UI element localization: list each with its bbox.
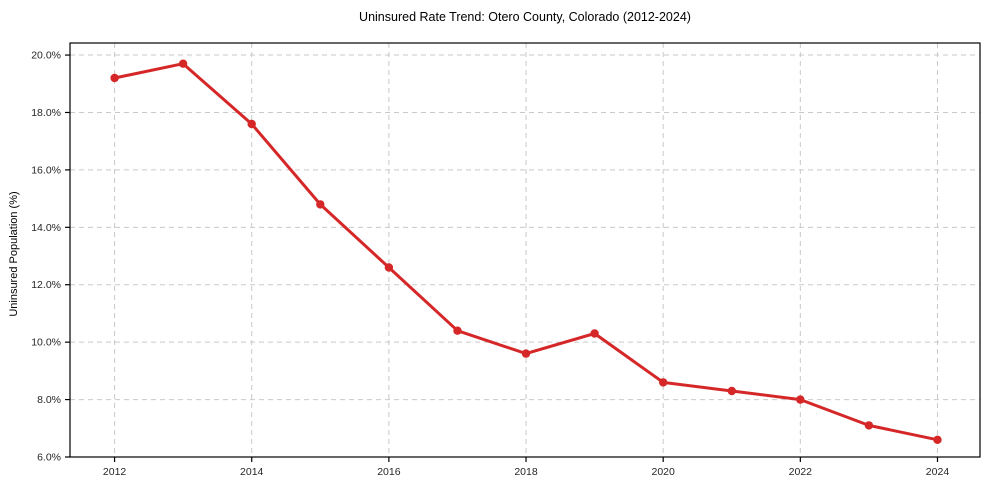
data-point [247, 119, 256, 129]
data-point [590, 329, 599, 338]
x-tick-label: 2018 [514, 466, 538, 478]
x-tick-label: 2024 [926, 466, 950, 478]
y-tick-label: 6.0% [37, 452, 61, 464]
x-tick-label: 2020 [652, 466, 676, 478]
y-tick-label: 8.0% [37, 394, 61, 406]
data-point [659, 378, 668, 387]
data-point [453, 326, 462, 335]
data-point [864, 421, 874, 430]
x-tick-label: 2022 [789, 466, 813, 478]
axes-layer [65, 42, 981, 462]
data-point [521, 349, 531, 358]
data-series-layer [110, 59, 942, 444]
y-tick-label: 10.0% [31, 337, 61, 349]
plot-border [69, 42, 981, 458]
data-point [796, 395, 805, 404]
y-tick-label: 16.0% [31, 164, 61, 176]
y-axis-label-text: Uninsured Population (%) [8, 191, 20, 317]
data-point [727, 386, 736, 396]
data-point [933, 435, 942, 444]
data-point [384, 263, 394, 272]
data-point [316, 200, 325, 209]
x-tick-label: 2016 [377, 466, 401, 478]
y-tick-label: 18.0% [31, 107, 61, 119]
x-tick-label: 2014 [240, 466, 264, 478]
tick-label-layer: 6.0% 8.0% 10.0% 12.0% 14.0% 16.0% 18.0% 20.0% 20… [31, 50, 949, 478]
data-point [110, 73, 119, 83]
gridlines [70, 43, 980, 458]
data-point [178, 59, 188, 68]
y-tick-label: 14.0% [31, 222, 61, 234]
chart-title: Uninsured Rate Trend: Otero County, Colo… [359, 10, 691, 24]
x-tick-label: 2012 [103, 466, 127, 478]
y-tick-label: 20.0% [31, 50, 61, 62]
y-tick-label: 12.0% [31, 279, 61, 291]
